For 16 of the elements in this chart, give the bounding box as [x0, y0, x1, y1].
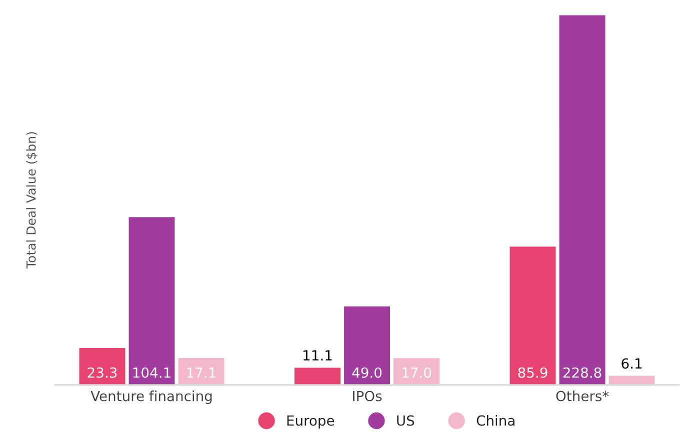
legend-label: China	[476, 415, 514, 426]
x-tick-label: Venture financing	[90, 390, 212, 404]
data-label: 23.3	[88, 367, 117, 378]
x-tick-label: IPOs	[353, 390, 382, 402]
data-label: 49.0	[352, 367, 382, 378]
x-tick-label: Others*	[556, 390, 609, 402]
data-label: 17.1	[187, 368, 216, 378]
data-label: 17.0	[402, 367, 432, 378]
legend-label: US	[397, 415, 414, 426]
y-axis-title: Total Deal Value ($bn)	[26, 132, 38, 269]
legend-label: Europe	[287, 415, 334, 428]
data-label: 6.1	[622, 358, 642, 369]
data-label: 11.1	[304, 350, 332, 360]
data-label: 85.9	[518, 367, 548, 378]
data-label: 228.8	[563, 367, 602, 378]
data-label: 104.1	[133, 367, 170, 378]
